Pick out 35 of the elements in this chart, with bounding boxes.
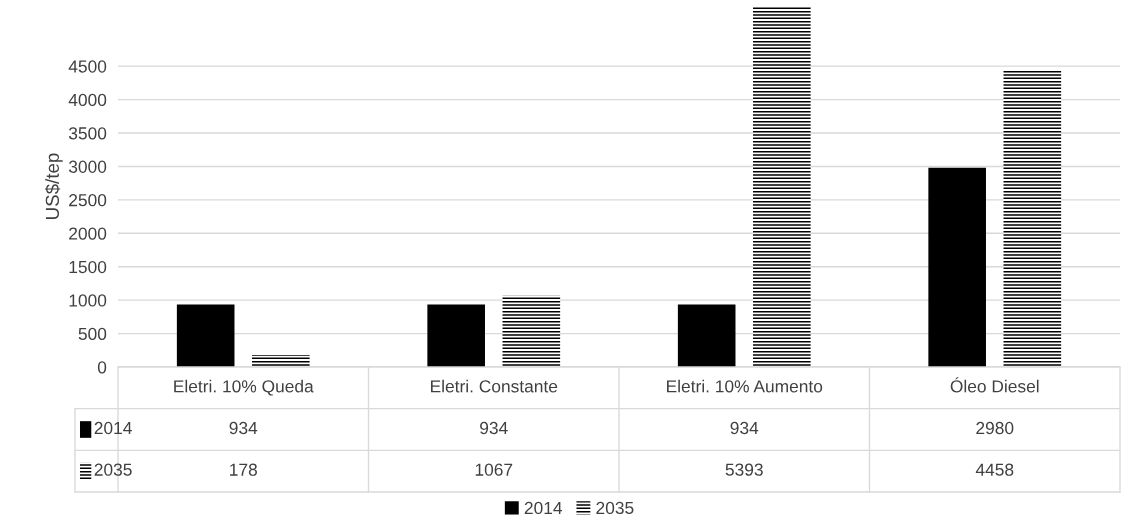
x-tick-label: Eletri. 10% Aumento [667,379,823,393]
text: 2014 [524,501,563,515]
x-tick-label: Eletri. 10% Queda [174,379,314,396]
data-label: 934 [229,421,258,435]
y-tick-label: 0 [97,361,107,374]
bar [1003,68,1062,367]
data-label: 934 [480,421,508,435]
bar [677,304,736,367]
data-label: 934 [730,421,759,435]
legend-label: 2014 [94,421,132,435]
data-label: 2980 [976,421,1014,435]
y-tick-label: 500 [78,327,107,341]
y-tick-label: 4500 [68,60,107,73]
data-label: 4458 [975,463,1014,476]
bar [252,355,310,367]
data-label: 178 [230,463,257,476]
bar [928,167,986,367]
x-tick-label: Eletri. Constante [431,379,558,393]
data-label: 1067 [475,463,513,476]
legend-label: 2035 [596,501,634,515]
data-label: 5393 [725,463,763,476]
y-tick-label: 1000 [69,294,107,307]
y-tick-label: 3000 [68,160,107,173]
text: 2035 [94,463,132,476]
bar [176,304,235,367]
y-tick-label: 3500 [68,127,107,140]
bar [753,6,811,367]
bar [502,295,561,367]
y-tick-label: 2500 [69,194,107,207]
y-tick-label: 2000 [69,227,107,240]
y-tick-label: 1500 [69,260,107,274]
x-tick-label: Óleo Diesel [950,377,1039,393]
bar [427,304,485,367]
y-tick-label: 4000 [68,93,107,107]
y-axis-title: US$/tep [44,153,63,219]
